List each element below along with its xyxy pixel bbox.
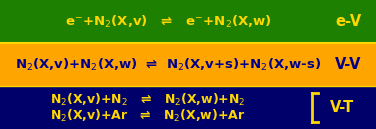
Text: e$^{-}$+N$_2$(X,v)   ⇌   e$^{-}$+N$_2$(X,w): e$^{-}$+N$_2$(X,v) ⇌ e$^{-}$+N$_2$(X,w) bbox=[65, 13, 271, 30]
Text: N$_2$(X,v)+N$_2$   ⇌   N$_2$(X,w)+N$_2$: N$_2$(X,v)+N$_2$ ⇌ N$_2$(X,w)+N$_2$ bbox=[50, 92, 246, 108]
Text: N$_2$(X,v)+Ar   ⇌   N$_2$(X,w)+Ar: N$_2$(X,v)+Ar ⇌ N$_2$(X,w)+Ar bbox=[50, 108, 246, 124]
Bar bbox=[0, 43, 376, 86]
Bar bbox=[0, 0, 376, 43]
Text: V-T: V-T bbox=[330, 100, 354, 115]
Bar bbox=[0, 86, 376, 129]
Text: e-V: e-V bbox=[335, 14, 361, 29]
Text: V-V: V-V bbox=[335, 57, 361, 72]
Text: N$_2$(X,v)+N$_2$(X,w)  ⇌  N$_2$(X,v+s)+N$_2$(X,w-s): N$_2$(X,v)+N$_2$(X,w) ⇌ N$_2$(X,v+s)+N$_… bbox=[15, 57, 321, 72]
